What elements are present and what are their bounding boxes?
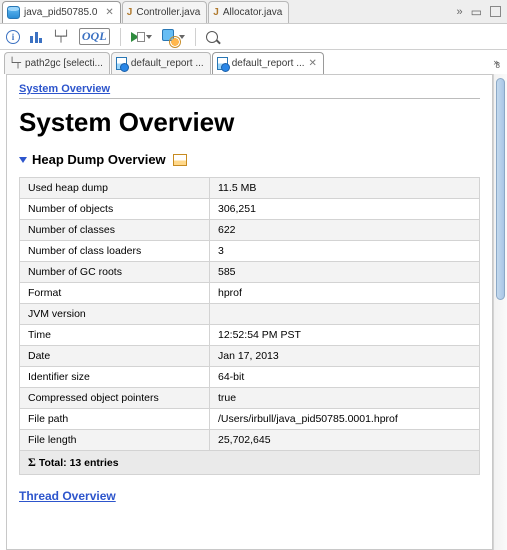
table-row: File path/Users/irbull/java_pid50785.000… (20, 409, 480, 430)
report-icon (116, 57, 127, 70)
table-cell-value: true (210, 388, 480, 409)
table-cell-value: 12:52:54 PM PST (210, 325, 480, 346)
thread-overview-link[interactable]: Thread Overview (19, 489, 480, 503)
table-cell-key: JVM version (20, 304, 210, 325)
editor-tab-label: java_pid50785.0 (24, 7, 97, 18)
table-cell-key: Number of objects (20, 199, 210, 220)
find-button[interactable] (206, 31, 218, 43)
table-cell-value: 585 (210, 262, 480, 283)
table-cell-key: File length (20, 430, 210, 451)
editor-tab-label: Allocator.java (223, 7, 282, 18)
path2gc-icon: └┬ (9, 58, 21, 69)
table-cell-value: 622 (210, 220, 480, 241)
page-title: System Overview (19, 107, 480, 138)
view-tab-label: path2gc [selecti... (25, 58, 103, 69)
table-cell-value: 25,702,645 (210, 430, 480, 451)
view-tab-label: default_report ... (232, 58, 305, 69)
table-cell-value (210, 304, 480, 325)
table-cell-key: Compressed object pointers (20, 388, 210, 409)
view-tab-label: default_report ... (131, 58, 204, 69)
report-panel: System Overview System Overview Heap Dum… (6, 74, 493, 550)
table-cell-key: File path (20, 409, 210, 430)
twistie-icon (19, 157, 27, 163)
vertical-scrollbar[interactable] (493, 74, 507, 550)
table-cell-value: hprof (210, 283, 480, 304)
content-area: System Overview System Overview Heap Dum… (0, 74, 507, 550)
table-cell-value: 3 (210, 241, 480, 262)
editor-tab-allocator[interactable]: J Allocator.java (208, 1, 289, 23)
table-cell-key: Number of GC roots (20, 262, 210, 283)
table-cell-key: Number of classes (20, 220, 210, 241)
table-row: Formathprof (20, 283, 480, 304)
table-row: Time12:52:54 PM PST (20, 325, 480, 346)
view-tab-default-report-2[interactable]: default_report ... ✕ (212, 52, 324, 74)
table-row: JVM version (20, 304, 480, 325)
editor-tab-controller[interactable]: J Controller.java (122, 1, 207, 23)
table-row: Number of class loaders3 (20, 241, 480, 262)
table-cell-key: Used heap dump (20, 178, 210, 199)
table-cell-value: 11.5 MB (210, 178, 480, 199)
table-row: Compressed object pointerstrue (20, 388, 480, 409)
table-cell-key: Identifier size (20, 367, 210, 388)
java-file-icon: J (213, 7, 219, 18)
close-icon[interactable]: ✕ (309, 58, 317, 69)
oql-button[interactable]: OQL (79, 28, 110, 45)
dominator-tree-button[interactable]: └┬┘ (52, 30, 69, 43)
view-tab-path2gc[interactable]: └┬ path2gc [selecti... (4, 52, 110, 74)
minimize-icon[interactable]: ▭ (471, 5, 482, 19)
table-row: DateJan 17, 2013 (20, 346, 480, 367)
table-total-cell: Σ Total: 13 entries (20, 451, 480, 475)
editor-tab-heap-dump[interactable]: java_pid50785.0 ✕ (2, 1, 121, 23)
breadcrumb-link[interactable]: System Overview (19, 83, 480, 99)
maximize-icon[interactable] (490, 6, 501, 17)
editor-tab-label: Controller.java (136, 7, 200, 18)
table-row: Number of GC roots585 (20, 262, 480, 283)
close-icon[interactable]: ✕ (105, 7, 113, 18)
mat-toolbar: i └┬┘ OQL (0, 24, 507, 50)
table-row: File length25,702,645 (20, 430, 480, 451)
heap-dump-icon (7, 6, 20, 19)
table-cell-key: Date (20, 346, 210, 367)
heap-dump-table: Used heap dump11.5 MBNumber of objects30… (19, 177, 480, 475)
report-icon (217, 57, 228, 70)
overview-button[interactable]: i (6, 30, 20, 44)
java-file-icon: J (127, 7, 133, 18)
section-title: Heap Dump Overview (32, 152, 166, 167)
table-row: Used heap dump11.5 MB (20, 178, 480, 199)
table-row: Identifier size64-bit (20, 367, 480, 388)
view-tab-overflow[interactable]: »8 (494, 57, 503, 70)
run-expert-button[interactable] (131, 32, 152, 42)
table-cell-key: Time (20, 325, 210, 346)
table-row: Number of objects306,251 (20, 199, 480, 220)
editor-tab-strip: java_pid50785.0 ✕ J Controller.java J Al… (0, 0, 507, 24)
table-cell-value: Jan 17, 2013 (210, 346, 480, 367)
table-cell-key: Format (20, 283, 210, 304)
query-browser-button[interactable] (162, 29, 185, 45)
histogram-button[interactable] (30, 30, 42, 43)
table-row: Number of classes622 (20, 220, 480, 241)
view-tab-default-report-1[interactable]: default_report ... (111, 52, 211, 74)
open-details-icon[interactable] (173, 154, 187, 166)
table-total-row: Σ Total: 13 entries (20, 451, 480, 475)
tab-overflow-icon[interactable]: » (457, 6, 463, 18)
table-cell-value: 306,251 (210, 199, 480, 220)
table-cell-key: Number of class loaders (20, 241, 210, 262)
view-tab-strip: └┬ path2gc [selecti... default_report ..… (0, 50, 507, 74)
table-cell-value: /Users/irbull/java_pid50785.0001.hprof (210, 409, 480, 430)
section-header-heap-dump[interactable]: Heap Dump Overview (19, 152, 480, 167)
table-cell-value: 64-bit (210, 367, 480, 388)
sigma-icon: Σ (28, 455, 39, 469)
